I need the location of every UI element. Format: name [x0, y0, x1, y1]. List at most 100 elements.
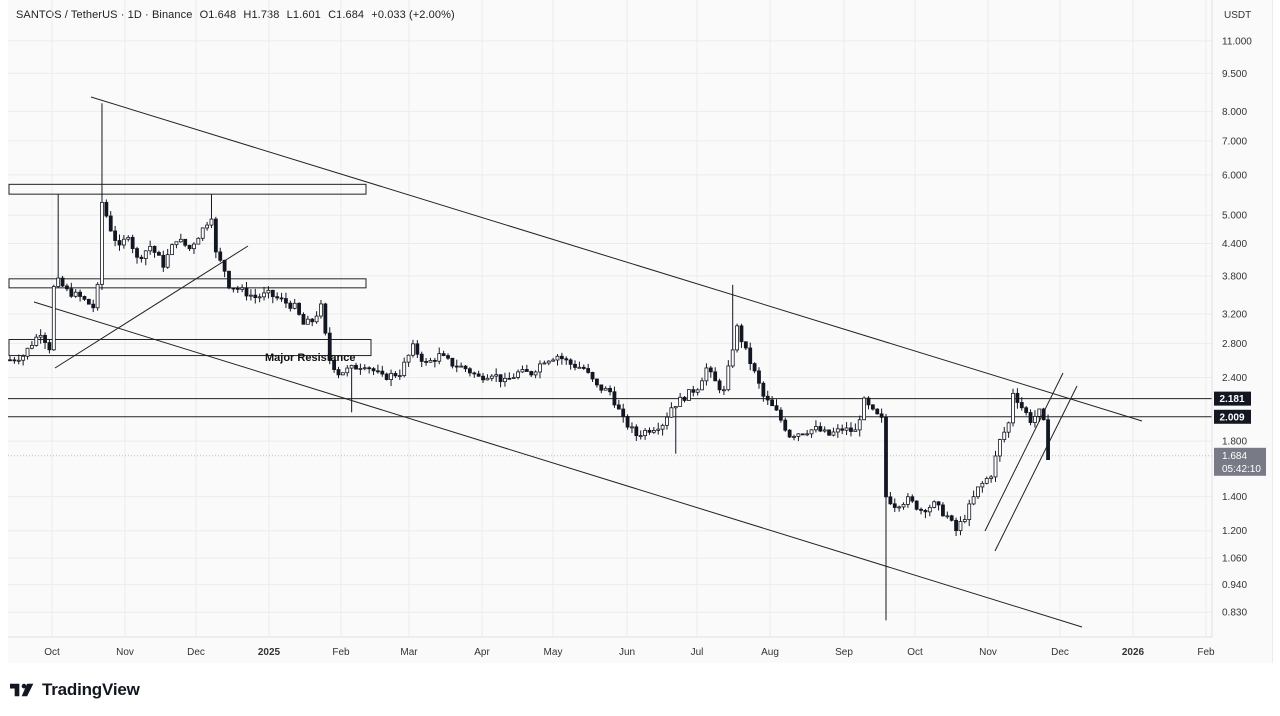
time-tick-label: May — [544, 647, 563, 658]
candle-body — [665, 416, 669, 426]
bar-countdown-text: 05:42:10 — [1222, 464, 1261, 475]
candle-body — [1033, 415, 1037, 423]
candle-body — [590, 372, 595, 380]
candle-body — [682, 396, 687, 401]
candle-body — [380, 370, 385, 375]
support-trendline[interactable] — [54, 245, 249, 369]
candle-body — [244, 287, 249, 297]
chart-area[interactable] — [8, 0, 1273, 663]
candle-body — [849, 427, 853, 432]
candle-body — [130, 236, 135, 249]
tradingview-logo[interactable]: TradingView — [10, 680, 140, 700]
candle-body — [1024, 407, 1029, 413]
candle-body — [12, 359, 17, 362]
candle-body — [397, 375, 402, 377]
candle-body — [275, 296, 280, 299]
candle-body — [393, 373, 398, 377]
candle-body — [29, 345, 34, 349]
candle-body — [235, 287, 240, 290]
currency-label[interactable]: USDT — [1224, 10, 1252, 21]
candle-body — [573, 363, 577, 368]
candle-body — [1002, 431, 1007, 440]
candle-body — [945, 515, 950, 518]
candle-body — [551, 359, 556, 362]
candle-body — [69, 288, 74, 297]
candle-body — [419, 353, 424, 362]
candle-body — [503, 377, 507, 383]
candle-body — [914, 500, 919, 510]
time-tick-label: Mar — [400, 647, 418, 658]
brand-name: TradingView — [42, 680, 140, 699]
major-resistance-label[interactable]: Major Resistance — [265, 352, 355, 364]
current-price-text: 1.684 — [1222, 451, 1247, 462]
price-axis[interactable]: 11.000 9.500 8.000 7.000 6.000 5.000 4.400 3.80… — [1211, 0, 1252, 637]
candle-body — [524, 369, 529, 372]
candle-body — [384, 373, 389, 380]
price-tags: 2.181 2.009 1.684 05:42:10 — [1214, 391, 1266, 476]
price-tick-label: 2.800 — [1222, 339, 1247, 350]
candle-body — [148, 245, 153, 252]
time-axis[interactable]: Oct Nov Dec 2025 Feb Mar Apr May Jun Jul Aug Sep Oct… — [8, 636, 1215, 658]
lower-channel-line[interactable] — [33, 301, 1083, 628]
candle-body — [135, 248, 139, 258]
candle-body — [761, 382, 766, 397]
candle-body — [722, 389, 726, 392]
candle-body — [481, 375, 485, 381]
candle-body — [73, 291, 78, 297]
candle-body — [739, 325, 744, 343]
candle-body — [962, 519, 967, 522]
time-tick-label: 2026 — [1122, 647, 1145, 658]
candle-body — [108, 215, 113, 232]
candle-body — [51, 286, 56, 351]
candle-body — [376, 370, 380, 373]
candle-body — [971, 496, 976, 505]
candle-body — [822, 429, 827, 432]
time-tick-label: Sep — [835, 647, 853, 658]
candle-body — [1046, 419, 1050, 460]
resistance-zone-box[interactable] — [8, 338, 372, 357]
candle-body — [56, 277, 61, 287]
candle-body — [827, 429, 831, 436]
annotations: Major Resistance — [265, 352, 355, 364]
candle-body — [778, 409, 783, 421]
time-tick-label: Aug — [761, 647, 779, 658]
rising-channel-lower[interactable] — [994, 385, 1078, 552]
symbol-label[interactable]: SANTOS / TetherUS · 1D · Binance — [16, 9, 193, 21]
candle-body — [708, 367, 713, 373]
candle-body — [288, 302, 293, 309]
candle-body — [976, 486, 980, 498]
time-tick-label: Jul — [691, 647, 704, 658]
change-value: +0.033 (+2.00%) — [371, 9, 455, 21]
open-value: O1.648 — [199, 9, 237, 21]
price-tick-label: 6.000 — [1222, 170, 1247, 181]
resistance-zone-box[interactable] — [8, 183, 367, 195]
candle-body — [901, 503, 906, 508]
time-tick-label: 2025 — [258, 647, 281, 658]
candle-body — [86, 298, 91, 305]
rising-channel-upper[interactable] — [984, 372, 1064, 532]
candle-body — [358, 368, 363, 370]
upper-channel-line[interactable] — [90, 96, 1143, 422]
price-tick-label: 4.400 — [1222, 239, 1247, 250]
candle-body — [581, 366, 586, 369]
price-tick-label: 7.000 — [1222, 136, 1247, 147]
time-tick-label: Feb — [1197, 647, 1215, 658]
price-tick-label: 1.200 — [1222, 526, 1247, 537]
candle-body — [616, 404, 621, 410]
candle-body — [411, 343, 415, 356]
candle-body — [599, 384, 604, 391]
candle-body — [25, 347, 30, 357]
candles — [8, 103, 1050, 621]
time-tick-label: Dec — [1051, 647, 1069, 658]
candle-body — [485, 377, 490, 381]
candle-body — [932, 501, 937, 508]
candle-body — [196, 237, 201, 245]
candle-body — [1006, 422, 1011, 433]
candle-body — [1011, 392, 1015, 424]
candle-body — [997, 439, 1002, 457]
resistance-zone-box[interactable] — [8, 278, 367, 289]
candle-body — [47, 342, 52, 351]
candle-body — [735, 325, 739, 351]
price-tick-label: 1.060 — [1222, 554, 1247, 565]
